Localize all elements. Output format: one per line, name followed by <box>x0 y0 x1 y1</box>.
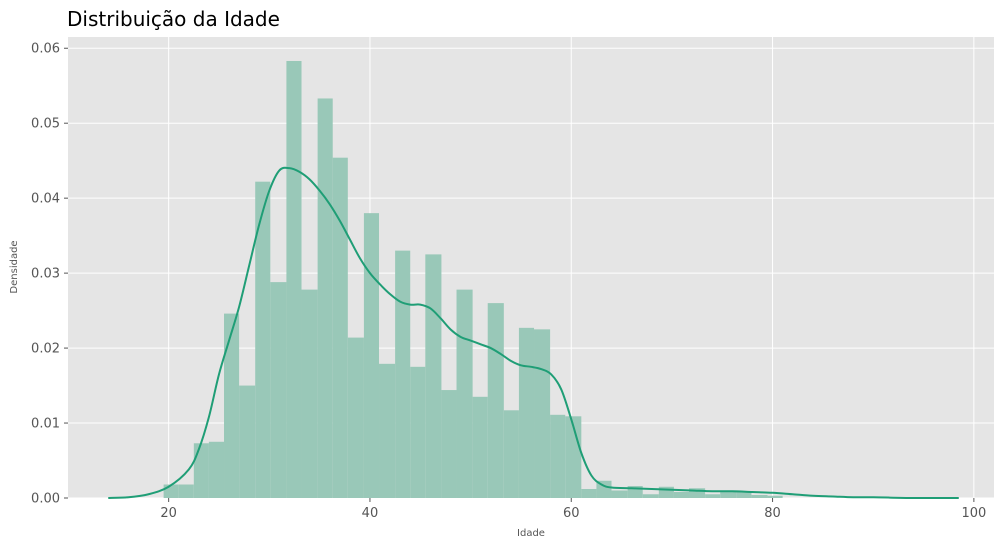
histogram-bar <box>581 489 597 498</box>
y-tick-label: 0.02 <box>31 342 60 357</box>
x-axis-ticks: 20 40 60 80 100 <box>160 498 986 521</box>
histogram-bar <box>487 303 504 498</box>
histogram-bar <box>518 327 535 498</box>
y-tick-label: 0.00 <box>31 492 60 507</box>
histogram-bar <box>673 492 690 498</box>
histogram-bar <box>642 494 659 498</box>
histogram-bar <box>379 363 396 498</box>
histogram-bar <box>224 313 240 498</box>
x-tick-label: 20 <box>160 506 177 521</box>
histogram-bar <box>456 289 473 498</box>
histogram-bar <box>347 337 364 498</box>
histogram-bar <box>332 157 348 498</box>
y-tick-label: 0.06 <box>31 42 60 57</box>
histogram-bar <box>472 396 488 498</box>
y-tick-label: 0.03 <box>31 267 60 282</box>
chart-title: Distribuição da Idade <box>67 7 280 31</box>
kde-density-line <box>108 166 959 500</box>
histogram-bar <box>163 484 179 498</box>
x-tick-label: 40 <box>362 506 379 521</box>
histogram-bar <box>767 495 783 498</box>
histogram-bar <box>395 250 411 498</box>
y-tick-label: 0.01 <box>31 417 60 432</box>
histogram-bar <box>596 480 612 498</box>
histogram-bar <box>410 366 426 498</box>
histogram-bar <box>317 98 333 498</box>
histogram-bar <box>611 490 628 498</box>
x-axis-label: Idade <box>517 528 545 539</box>
histogram-bar <box>239 385 256 498</box>
histogram-bar <box>425 254 442 498</box>
histogram-bar <box>503 410 519 498</box>
histogram-bar <box>193 443 209 498</box>
histogram-bar <box>301 289 318 498</box>
y-tick-label: 0.05 <box>31 117 60 132</box>
histogram-bar <box>534 329 551 498</box>
histogram-bar <box>705 494 721 498</box>
histogram-bar <box>689 488 706 498</box>
x-tick-label: 60 <box>563 506 580 521</box>
histogram-bar <box>270 282 287 498</box>
y-axis-ticks: 0.00 0.01 0.02 0.03 0.04 0.05 0.06 <box>31 42 68 507</box>
histogram-bar <box>255 181 271 498</box>
histogram-bar <box>208 441 225 498</box>
histogram-bar <box>751 495 768 498</box>
histogram-bars <box>163 60 783 498</box>
histogram-bar <box>286 60 302 498</box>
histogram-bar <box>550 414 566 498</box>
histogram-bar <box>627 486 643 498</box>
histogram-bar <box>736 492 752 498</box>
histogram-bar <box>720 492 737 498</box>
y-tick-label: 0.04 <box>31 192 60 207</box>
x-tick-label: 80 <box>764 506 781 521</box>
histogram-bar <box>363 213 380 498</box>
x-tick-label: 100 <box>961 506 986 521</box>
y-axis-label: Densidade <box>9 240 20 293</box>
histogram-bar <box>178 484 194 498</box>
histogram-bar <box>658 486 674 498</box>
histogram-bar <box>441 390 457 498</box>
